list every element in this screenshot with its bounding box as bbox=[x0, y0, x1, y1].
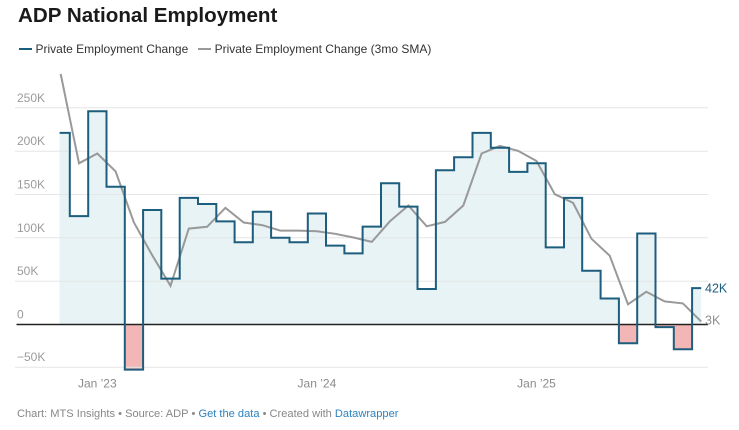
svg-text:100K: 100K bbox=[17, 221, 45, 235]
svg-text:250K: 250K bbox=[17, 91, 45, 105]
svg-text:50K: 50K bbox=[17, 264, 38, 278]
svg-text:−50K: −50K bbox=[17, 350, 45, 364]
svg-text:150K: 150K bbox=[17, 178, 45, 192]
svg-text:Jan ’25: Jan ’25 bbox=[517, 377, 556, 391]
svg-text:3K: 3K bbox=[705, 314, 721, 328]
svg-text:200K: 200K bbox=[17, 134, 45, 148]
svg-text:42K: 42K bbox=[705, 282, 728, 296]
svg-text:Jan ’23: Jan ’23 bbox=[78, 377, 117, 391]
svg-text:Jan ’24: Jan ’24 bbox=[298, 377, 337, 391]
svg-text:0: 0 bbox=[17, 308, 24, 322]
